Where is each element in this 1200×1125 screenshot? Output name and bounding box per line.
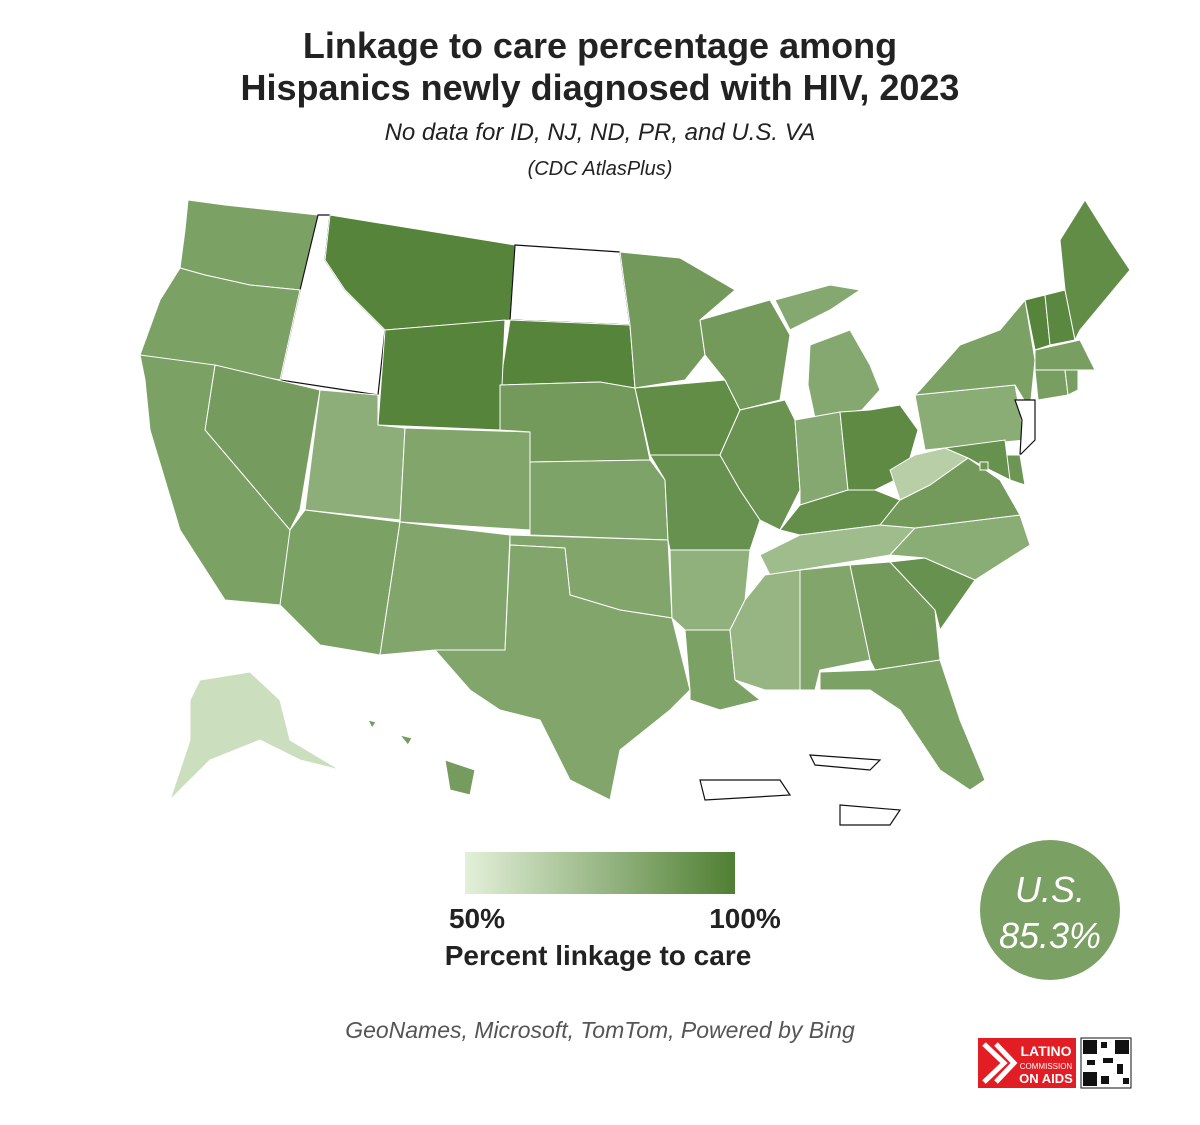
logo-mark bbox=[982, 1042, 1018, 1084]
state bbox=[794, 411, 849, 506]
logo-box bbox=[978, 1038, 1076, 1088]
legend-tick-label: 50% bbox=[449, 903, 505, 934]
legend-title: Percent linkage to care bbox=[445, 940, 752, 971]
state bbox=[819, 659, 986, 791]
state bbox=[367, 719, 476, 796]
chart-title: Linkage to care percentage among Hispanic… bbox=[241, 25, 960, 108]
state bbox=[139, 267, 301, 381]
state bbox=[1014, 399, 1036, 457]
state bbox=[379, 521, 511, 656]
state bbox=[699, 779, 792, 801]
state bbox=[377, 319, 506, 431]
subtitle: No data for ID, NJ, ND, PR, and U.S. VA bbox=[385, 119, 816, 146]
state bbox=[914, 384, 1026, 451]
state bbox=[279, 509, 401, 656]
state bbox=[399, 427, 531, 531]
state bbox=[808, 754, 902, 826]
state bbox=[979, 461, 989, 471]
state bbox=[699, 299, 791, 411]
attribution: GeoNames, Microsoft, TomTom, Powered by … bbox=[345, 1017, 855, 1043]
logo: LATINO COMMISSION ON AIDS bbox=[978, 1037, 1132, 1089]
logo-text: ON AIDS bbox=[1019, 1071, 1073, 1086]
state bbox=[774, 284, 881, 419]
source: (CDC AtlasPlus) bbox=[528, 158, 673, 180]
state bbox=[499, 319, 636, 389]
logo-text: COMMISSION bbox=[1020, 1062, 1073, 1071]
qr-code bbox=[1080, 1037, 1132, 1089]
legend-tick-label: 100% bbox=[709, 903, 781, 934]
states bbox=[139, 199, 1131, 826]
national-label: U.S. bbox=[1015, 869, 1085, 910]
legend-gradient bbox=[465, 852, 735, 894]
state bbox=[729, 569, 801, 691]
state bbox=[1064, 369, 1079, 396]
state bbox=[433, 544, 691, 801]
state bbox=[634, 379, 741, 456]
state bbox=[1059, 199, 1131, 342]
logo-text: LATINO bbox=[1020, 1043, 1071, 1059]
national-value: 85.3% bbox=[999, 915, 1101, 956]
state bbox=[1034, 339, 1096, 371]
state bbox=[943, 439, 1011, 481]
national-circle bbox=[980, 840, 1120, 980]
state bbox=[529, 459, 669, 541]
state bbox=[169, 671, 341, 801]
state bbox=[888, 557, 976, 632]
state bbox=[509, 244, 631, 326]
state bbox=[1034, 369, 1069, 401]
